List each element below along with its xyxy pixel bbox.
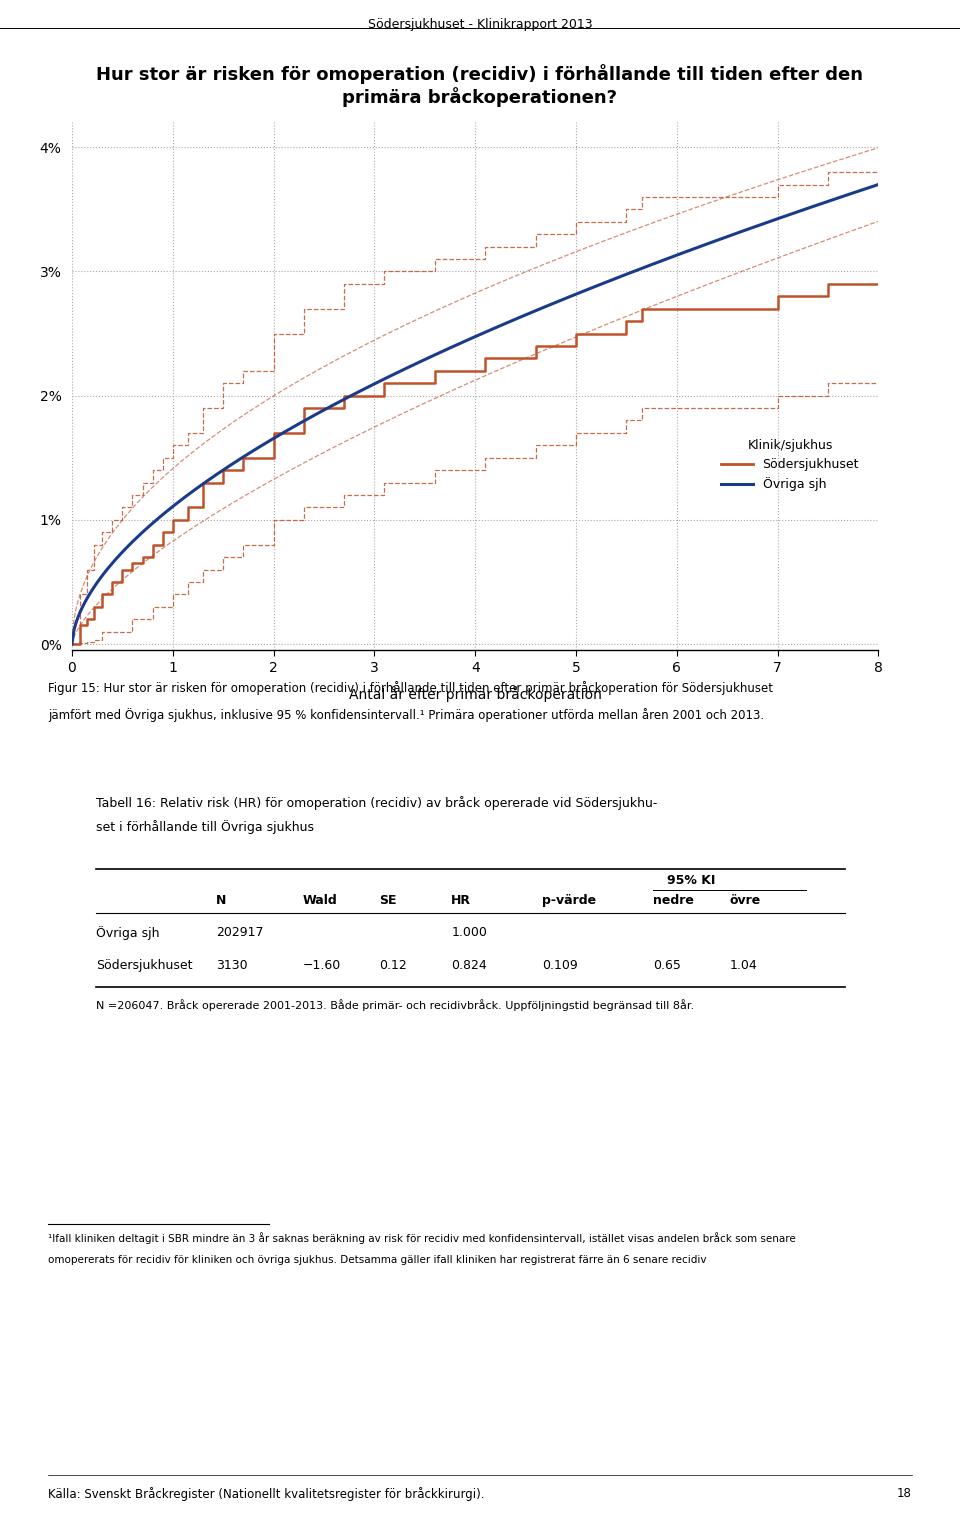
Text: Södersjukhuset - Klinikrapport 2013: Södersjukhuset - Klinikrapport 2013 — [368, 18, 592, 31]
Text: 0.824: 0.824 — [451, 959, 487, 972]
Text: 1.000: 1.000 — [451, 926, 487, 938]
Text: Källa: Svenskt Bråckregister (Nationellt kvalitetsregister för bråckkirurgi).: Källa: Svenskt Bråckregister (Nationellt… — [48, 1487, 485, 1501]
X-axis label: Antal år efter primär bråckoperation: Antal år efter primär bråckoperation — [348, 685, 602, 702]
Text: 0.12: 0.12 — [379, 959, 407, 972]
Text: Wald: Wald — [302, 894, 337, 906]
Text: Figur 15: Hur stor är risken för omoperation (recidiv) i förhållande till tiden : Figur 15: Hur stor är risken för omopera… — [48, 681, 773, 695]
Text: nedre: nedre — [653, 894, 694, 906]
Text: set i förhållande till Övriga sjukhus: set i förhållande till Övriga sjukhus — [96, 820, 314, 834]
Text: 18: 18 — [898, 1487, 912, 1499]
Text: 3130: 3130 — [216, 959, 248, 972]
Text: Södersjukhuset: Södersjukhuset — [96, 959, 193, 972]
Text: 1.04: 1.04 — [730, 959, 757, 972]
Text: Tabell 16: Relativ risk (HR) för omoperation (recidiv) av bråck opererade vid Sö: Tabell 16: Relativ risk (HR) för omopera… — [96, 796, 658, 809]
Text: 0.109: 0.109 — [542, 959, 578, 972]
Text: Hur stor är risken för omoperation (recidiv) i förhållande till tiden efter den
: Hur stor är risken för omoperation (reci… — [97, 64, 863, 107]
Text: N: N — [216, 894, 227, 906]
Text: omopererats för recidiv för kliniken och övriga sjukhus. Detsamma gäller ifall k: omopererats för recidiv för kliniken och… — [48, 1255, 707, 1265]
Text: ¹Ifall kliniken deltagit i SBR mindre än 3 år saknas beräkning av risk för recid: ¹Ifall kliniken deltagit i SBR mindre än… — [48, 1232, 796, 1244]
Text: jämfört med Övriga sjukhus, inklusive 95 % konfidensintervall.¹ Primära operatio: jämfört med Övriga sjukhus, inklusive 95… — [48, 708, 764, 722]
Text: p-värde: p-värde — [542, 894, 596, 906]
Legend: Södersjukhuset, Övriga sjh: Södersjukhuset, Övriga sjh — [716, 433, 864, 496]
Text: 95% KI: 95% KI — [667, 874, 715, 886]
Text: övre: övre — [730, 894, 761, 906]
Text: SE: SE — [379, 894, 396, 906]
Text: 0.65: 0.65 — [653, 959, 681, 972]
Text: Övriga sjh: Övriga sjh — [96, 926, 159, 939]
Text: −1.60: −1.60 — [302, 959, 341, 972]
Text: 202917: 202917 — [216, 926, 263, 938]
Text: HR: HR — [451, 894, 471, 906]
Text: N =206047. Bråck opererade 2001-2013. Både primär- och recidivbråck. Uppföljning: N =206047. Bråck opererade 2001-2013. Bå… — [96, 999, 694, 1011]
